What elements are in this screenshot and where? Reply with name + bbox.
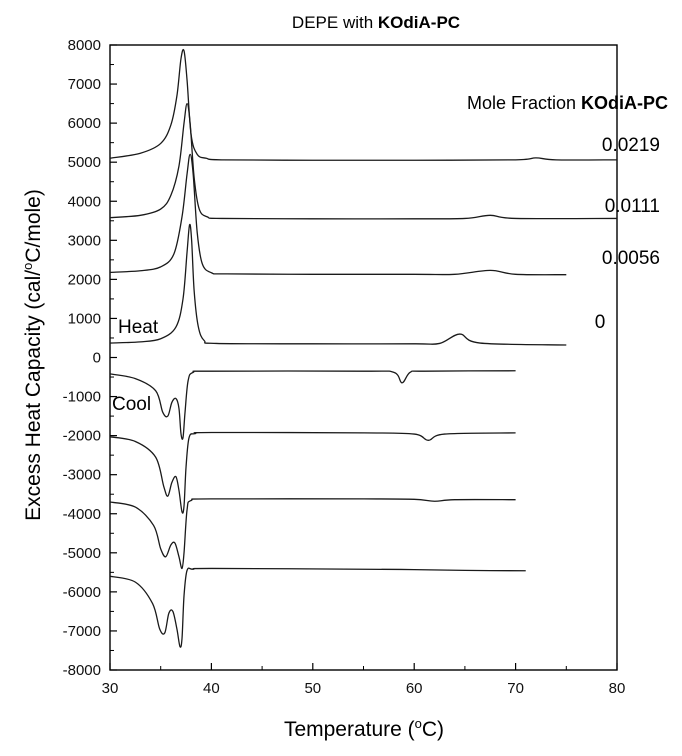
y-tick-label: -5000 [63, 545, 101, 562]
y-tick-label: 5000 [68, 154, 101, 171]
fraction-label-0.0111: 0.0111 [605, 196, 660, 217]
series-heat-0.0219 [109, 48, 618, 161]
series-heat-0.0056 [109, 153, 567, 276]
series-cool-0 [109, 370, 516, 440]
x-axis-label-prefix: Temperature ( [284, 718, 415, 741]
x-axis-label: Temperature (oC) [284, 716, 444, 741]
y-axis-label: Excess Heat Capacity (cal/oC/mole) [20, 189, 45, 521]
x-axis-label-degree: o [415, 716, 422, 731]
axes: 30 40 50 60 70 80 8000 7000 6000 5000 4000 3000 2000… [63, 37, 626, 697]
chart-title: DEPE with KOdiA-PC [292, 13, 460, 32]
x-tick-label: 30 [102, 680, 119, 697]
y-tick-label: -4000 [63, 506, 101, 523]
x-tick-label: 80 [609, 680, 626, 697]
x-tick-label: 40 [203, 680, 220, 697]
y-tick-label: 3000 [68, 232, 101, 249]
y-tick-label: -3000 [63, 467, 101, 484]
y-axis-label-prefix: Excess Heat Capacity (cal/ [22, 270, 45, 521]
fraction-label-0: 0 [595, 312, 606, 333]
y-tick-label: 4000 [68, 193, 101, 210]
y-tick-label: 0 [93, 350, 101, 367]
series-cool-0.0056 [109, 431, 516, 514]
x-tick-label: 60 [406, 680, 423, 697]
y-tick-label: 6000 [68, 115, 101, 132]
y-tick-label: 2000 [68, 271, 101, 288]
y-tick-label: -1000 [63, 389, 101, 406]
fraction-label-0.0056: 0.0056 [602, 248, 660, 269]
y-tick-label: 7000 [68, 76, 101, 93]
y-tick-label: -6000 [63, 584, 101, 601]
x-axis-label-suffix: C) [422, 718, 444, 741]
y-tick-label: -7000 [63, 623, 101, 640]
fraction-label-0.0219: 0.0219 [602, 135, 660, 156]
y-tick-label: -2000 [63, 428, 101, 445]
x-tick-label: 50 [304, 680, 321, 697]
series-heat-0.0111 [109, 102, 618, 220]
cool-label: Cool [112, 394, 151, 415]
x-tick-label: 70 [507, 680, 524, 697]
y-tick-label: 1000 [68, 310, 101, 327]
heat-label: Heat [118, 317, 159, 338]
chart-title-compound: KOdiA-PC [378, 13, 460, 32]
curves [109, 48, 618, 648]
series-cool-0.0219 [109, 567, 526, 648]
series-cool-0.0111 [109, 498, 516, 570]
legend-title-prefix: Mole Fraction [467, 93, 581, 113]
legend-title-compound: KOdiA-PC [581, 93, 668, 113]
series-heat-0 [109, 223, 567, 346]
chart-title-prefix: DEPE with [292, 13, 378, 32]
y-axis-label-degree: o [20, 263, 35, 270]
y-tick-label: -8000 [63, 662, 101, 679]
y-axis-label-suffix: C/mole) [22, 189, 45, 263]
y-tick-label: 8000 [68, 37, 101, 54]
legend-title: Mole Fraction KOdiA-PC [467, 93, 668, 113]
